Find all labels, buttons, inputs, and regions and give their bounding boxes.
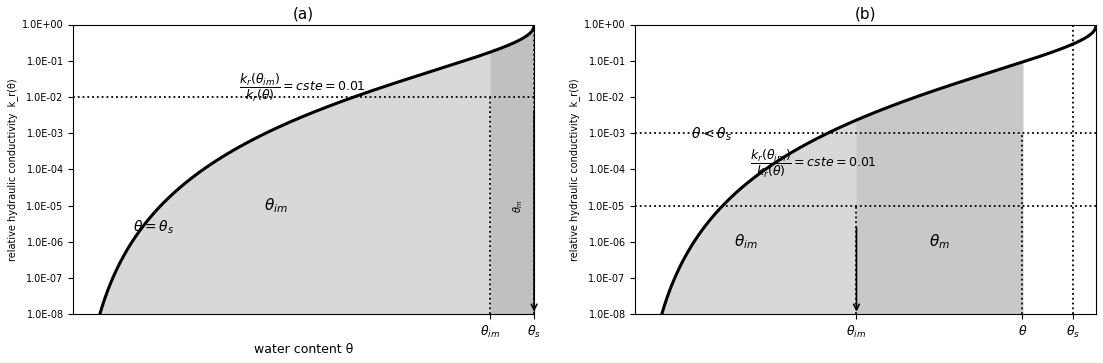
X-axis label: water content θ: water content θ: [254, 343, 353, 356]
Text: $\theta_m$: $\theta_m$: [929, 233, 950, 251]
Text: $\theta_m$: $\theta_m$: [511, 199, 525, 213]
Y-axis label: relative hydraulic conductivity  k_r(θ): relative hydraulic conductivity k_r(θ): [7, 78, 18, 261]
Text: $\theta_{im}$: $\theta_{im}$: [264, 196, 288, 215]
Text: $\theta_{im}$: $\theta_{im}$: [733, 233, 758, 251]
Text: $\dfrac{k_r(\theta_{im})}{k_r(\theta)} = cste = 0.01$: $\dfrac{k_r(\theta_{im})}{k_r(\theta)} =…: [750, 148, 877, 180]
Y-axis label: relative hydraulic conductivity  k_r(θ): relative hydraulic conductivity k_r(θ): [569, 78, 580, 261]
Text: $\dfrac{k_r(\theta_{im})}{k_r(\theta)} = cste = 0.01$: $\dfrac{k_r(\theta_{im})}{k_r(\theta)} =…: [239, 72, 366, 104]
Title: (b): (b): [855, 7, 877, 22]
Text: $\theta = \theta_s$: $\theta = \theta_s$: [133, 219, 174, 236]
Text: $\theta < \theta_s$: $\theta < \theta_s$: [690, 126, 731, 143]
Title: (a): (a): [293, 7, 314, 22]
